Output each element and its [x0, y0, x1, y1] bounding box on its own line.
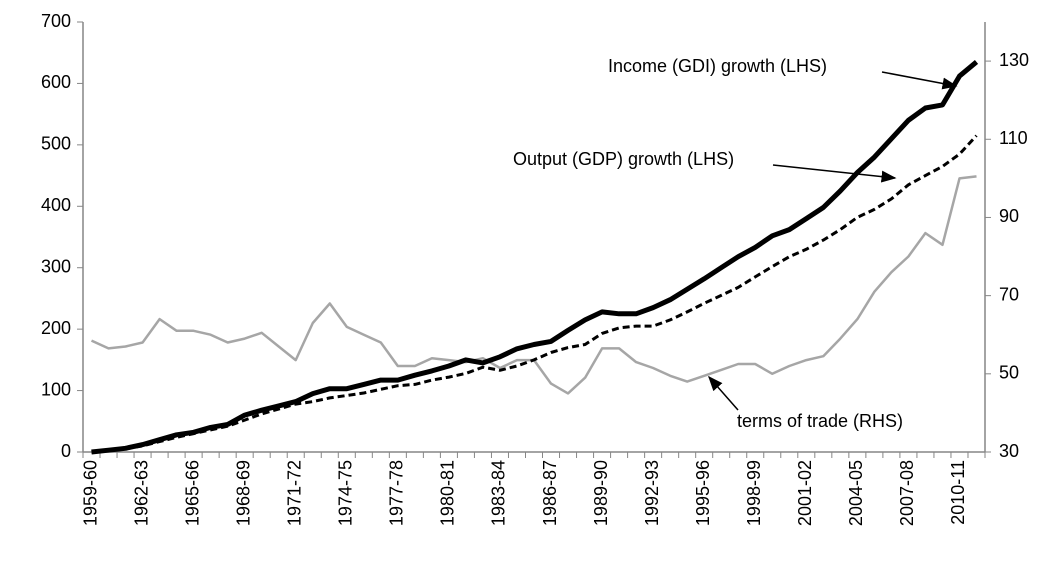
- y2-tick-label: 50: [999, 363, 1019, 383]
- x-tick-label: 1998-99: [744, 460, 764, 526]
- x-tick-label: 1959-60: [80, 460, 100, 526]
- annotation-arrow: [772, 164, 897, 183]
- series-line: [91, 59, 979, 455]
- x-tick-label: 1983-84: [489, 460, 509, 526]
- x-tick-label: 1974-75: [336, 460, 356, 526]
- x-tick-label: 1992-93: [642, 460, 662, 526]
- x-tick-label: 1986-87: [540, 460, 560, 526]
- x-tick-label: 1995-96: [693, 460, 713, 526]
- x-tick-label: 1989-90: [591, 460, 611, 526]
- x-tick-label: 2007-08: [897, 460, 917, 526]
- y2-tick-label: 130: [999, 50, 1029, 70]
- x-tick-label: 1965-66: [182, 460, 202, 526]
- y-tick-label: 100: [41, 379, 71, 399]
- x-tick-label: 2010-11: [948, 460, 968, 525]
- y-tick-label: 600: [41, 72, 71, 92]
- y-tick-label: 500: [41, 134, 71, 154]
- annotation: Output (GDP) growth (LHS): [513, 149, 734, 169]
- x-tick-label: 1977-78: [387, 460, 407, 526]
- y-tick-label: 300: [41, 256, 71, 276]
- annotation: terms of trade (RHS): [737, 411, 903, 431]
- series-line: [91, 134, 978, 454]
- x-tick-label: 1968-69: [233, 460, 253, 526]
- lines: [90, 59, 979, 455]
- x-tick-label: 1980-81: [438, 460, 458, 526]
- y-tick-label: 0: [61, 441, 71, 461]
- grid: 0 100 200 300 400 500 600 700 30 50 70 90 110 130 1959…: [41, 11, 1029, 526]
- x-tick-label: 2001-02: [795, 460, 815, 526]
- x-tick-label: 1962-63: [131, 460, 151, 526]
- y2-tick-label: 30: [999, 441, 1019, 461]
- x-tick-label: 1971-72: [284, 460, 304, 526]
- x-tick-label: 2004-05: [846, 460, 866, 526]
- y2-tick-label: 110: [999, 128, 1028, 148]
- y2-tick-label: 90: [999, 206, 1019, 226]
- y-tick-label: 400: [41, 195, 71, 215]
- y-tick-label: 700: [41, 11, 71, 31]
- annotation-arrow: [708, 375, 739, 411]
- y-tick-label: 200: [41, 318, 71, 338]
- annotation-arrow: [881, 71, 958, 90]
- y2-tick-label: 70: [999, 284, 1019, 304]
- annotation: Income (GDI) growth (LHS): [608, 56, 827, 76]
